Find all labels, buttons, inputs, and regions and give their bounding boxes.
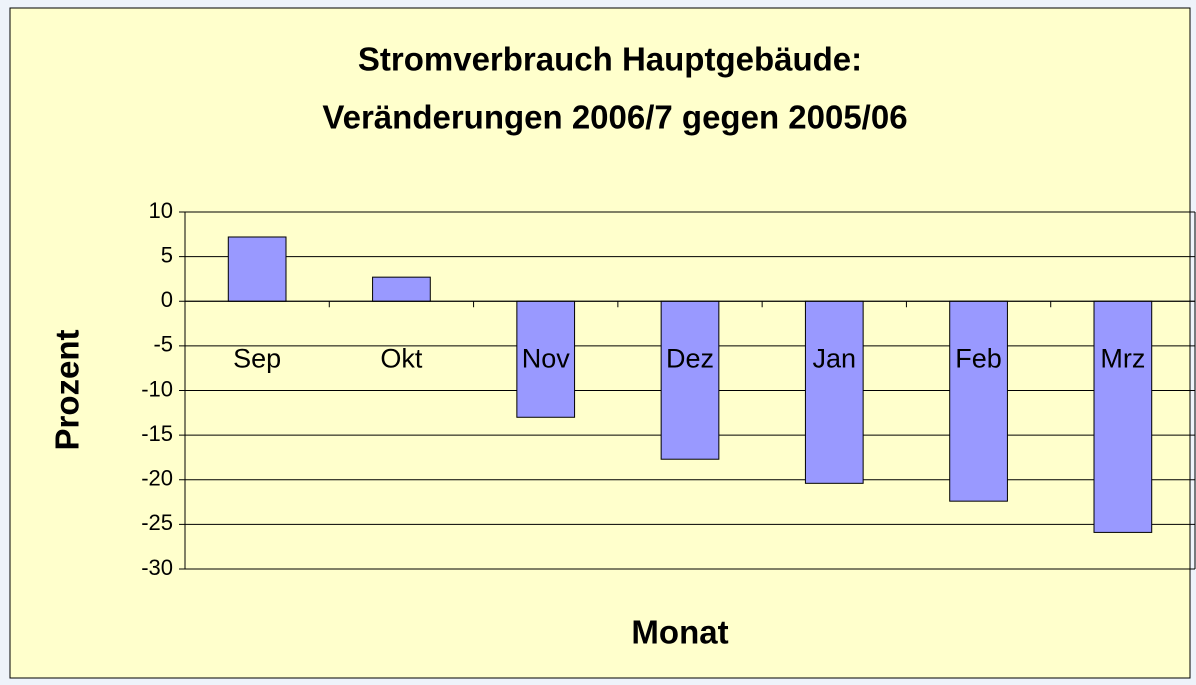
y-tick-label: 10: [149, 198, 173, 223]
x-tick-label: Okt: [380, 343, 423, 373]
bar: [949, 300, 1008, 502]
x-tick-label: Dez: [666, 343, 714, 373]
y-tick-label: -15: [141, 421, 173, 446]
x-tick-label: Feb: [955, 343, 1002, 373]
y-tick-label: -10: [141, 376, 173, 401]
y-tick-label: 5: [161, 242, 173, 267]
chart-title: Veränderungen 2006/7 gegen 2005/06: [322, 99, 907, 136]
x-tick-label: Nov: [522, 343, 571, 373]
y-tick-label: -20: [141, 466, 173, 491]
y-tick-label: -25: [141, 510, 173, 535]
bar: [227, 236, 287, 302]
x-tick-label: Mrz: [1100, 343, 1145, 373]
y-tick-label: -30: [141, 555, 173, 580]
bar: [1093, 300, 1153, 533]
chart-title: Stromverbrauch Hauptgebäude:: [358, 41, 862, 78]
bar: [516, 300, 576, 418]
y-tick-label: 0: [161, 287, 173, 312]
bar: [660, 300, 720, 460]
y-axis-title: Prozent: [49, 329, 86, 450]
y-tick-label: -5: [153, 332, 173, 357]
x-axis-title: Monat: [631, 614, 728, 651]
x-tick-label: Sep: [233, 343, 281, 373]
bar: [372, 276, 431, 302]
x-tick-label: Jan: [813, 343, 857, 373]
bar: [804, 300, 864, 484]
